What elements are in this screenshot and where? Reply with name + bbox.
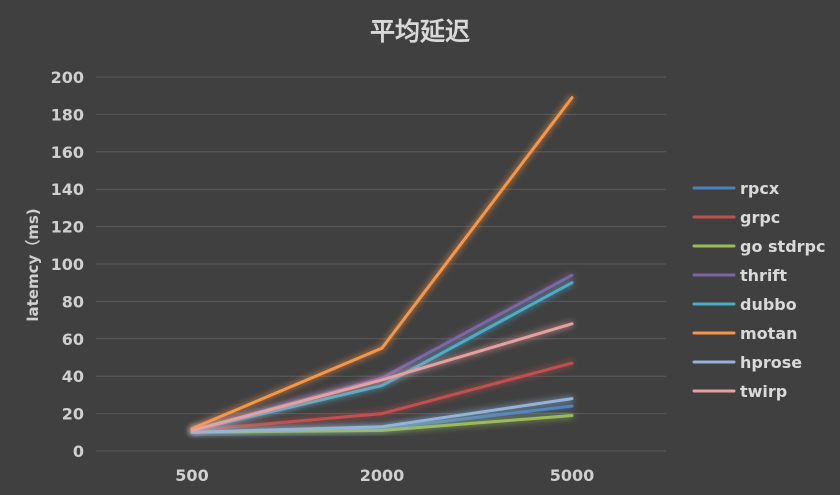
chart-title: 平均延迟 [370,17,470,46]
series-line-motan [190,96,574,431]
y-tick-label: 40 [62,367,84,386]
series-layer [190,96,574,434]
y-tick-label: 160 [51,143,84,162]
legend-label: thrift [740,266,787,285]
y-tick-label: 120 [51,218,84,237]
y-tick-label: 80 [62,292,84,311]
series-line-grpc [190,361,574,432]
y-tick-label: 140 [51,180,84,199]
series-line-twirp [190,322,574,432]
series-line-dubbo [190,281,574,432]
y-tick-label: 20 [62,405,84,424]
legend-label: motan [740,324,798,343]
series-line-hprose [190,397,574,434]
legend-label: twirp [740,382,787,401]
y-axis-label: latemcy（ms) [24,208,42,321]
legend-label: rpcx [740,179,780,198]
x-tick-label: 2000 [360,466,405,485]
legend-label: grpc [740,208,780,227]
grid-layer: 0 20 40 60 80 100 120 140 160 180 200 500 2000 5000 [51,68,666,485]
legend-label: go stdrpc [740,237,825,256]
legend-label: hprose [740,353,802,372]
x-tick-label: 5000 [550,466,595,485]
legend: rpcx grpc go stdrpc thrift dubbo motan hprose t… [692,179,825,401]
y-tick-label: 100 [51,255,84,274]
y-tick-label: 0 [73,442,84,461]
y-tick-label: 200 [51,68,84,87]
y-tick-label: 60 [62,330,84,349]
y-tick-label: 180 [51,105,84,124]
legend-label: dubbo [740,295,797,314]
x-tick-label: 500 [175,466,208,485]
